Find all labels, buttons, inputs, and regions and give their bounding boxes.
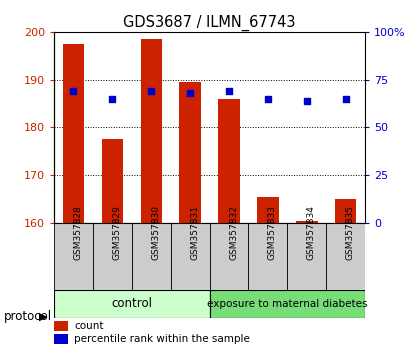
- Bar: [63, 44, 84, 223]
- Point: [148, 88, 154, 94]
- Point: [70, 88, 77, 94]
- Text: control: control: [111, 297, 152, 310]
- Text: ▶: ▶: [39, 312, 48, 322]
- Point: [187, 90, 193, 96]
- Bar: [257, 196, 278, 223]
- Bar: [218, 99, 240, 223]
- Bar: [54, 223, 93, 290]
- Text: GSM357834: GSM357834: [307, 205, 316, 260]
- Text: protocol: protocol: [4, 310, 52, 323]
- Text: GSM357830: GSM357830: [151, 205, 160, 260]
- Bar: [171, 223, 210, 290]
- Bar: [54, 334, 68, 344]
- Bar: [210, 290, 365, 318]
- Bar: [326, 223, 365, 290]
- Bar: [335, 199, 356, 223]
- Text: GSM357835: GSM357835: [346, 205, 355, 260]
- Bar: [179, 82, 201, 223]
- Text: GSM357828: GSM357828: [73, 205, 83, 260]
- Text: exposure to maternal diabetes: exposure to maternal diabetes: [207, 299, 368, 309]
- Bar: [296, 221, 317, 223]
- Bar: [287, 223, 326, 290]
- Bar: [132, 223, 171, 290]
- Title: GDS3687 / ILMN_67743: GDS3687 / ILMN_67743: [123, 14, 296, 30]
- Bar: [54, 290, 210, 318]
- Text: count: count: [74, 321, 104, 331]
- Point: [226, 88, 232, 94]
- Bar: [249, 223, 287, 290]
- Bar: [210, 223, 249, 290]
- Text: GSM357832: GSM357832: [229, 205, 238, 260]
- Text: GSM357831: GSM357831: [190, 205, 199, 260]
- Point: [342, 96, 349, 102]
- Point: [303, 98, 310, 103]
- Bar: [102, 139, 123, 223]
- Bar: [54, 321, 68, 331]
- Text: percentile rank within the sample: percentile rank within the sample: [74, 334, 250, 344]
- Point: [109, 96, 116, 102]
- Bar: [141, 39, 162, 223]
- Bar: [93, 223, 132, 290]
- Text: GSM357833: GSM357833: [268, 205, 277, 260]
- Text: GSM357829: GSM357829: [112, 205, 121, 260]
- Point: [265, 96, 271, 102]
